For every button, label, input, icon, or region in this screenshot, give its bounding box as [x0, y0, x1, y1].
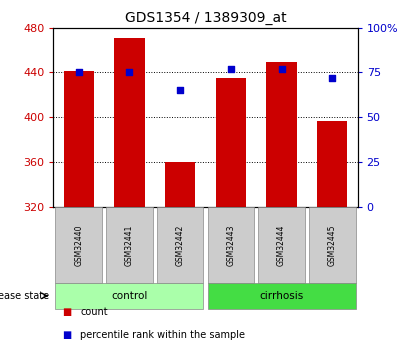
Text: control: control	[111, 291, 148, 301]
Text: GSM32440: GSM32440	[74, 224, 83, 266]
Text: GSM32445: GSM32445	[328, 224, 337, 266]
Bar	[114, 38, 145, 207]
Bar	[64, 71, 94, 207]
Bar	[266, 62, 297, 207]
Bar	[317, 121, 347, 207]
Bar	[216, 78, 246, 207]
Text: GSM32441: GSM32441	[125, 224, 134, 266]
Point	[177, 88, 183, 93]
Point	[278, 66, 285, 72]
Text: GSM32442: GSM32442	[175, 224, 185, 266]
Text: count: count	[80, 307, 108, 317]
Text: GSM32443: GSM32443	[226, 224, 236, 266]
Text: percentile rank within the sample: percentile rank within the sample	[80, 330, 245, 339]
Point	[126, 70, 133, 75]
Bar	[165, 162, 195, 207]
Point	[329, 75, 335, 81]
Text: GSM32444: GSM32444	[277, 224, 286, 266]
Point	[76, 70, 82, 75]
Title: GDS1354 / 1389309_at: GDS1354 / 1389309_at	[125, 11, 286, 25]
Text: ■: ■	[62, 330, 71, 339]
Point	[228, 66, 234, 72]
Text: cirrhosis: cirrhosis	[259, 291, 304, 301]
Text: ■: ■	[62, 307, 71, 317]
Text: disease state: disease state	[0, 291, 49, 301]
